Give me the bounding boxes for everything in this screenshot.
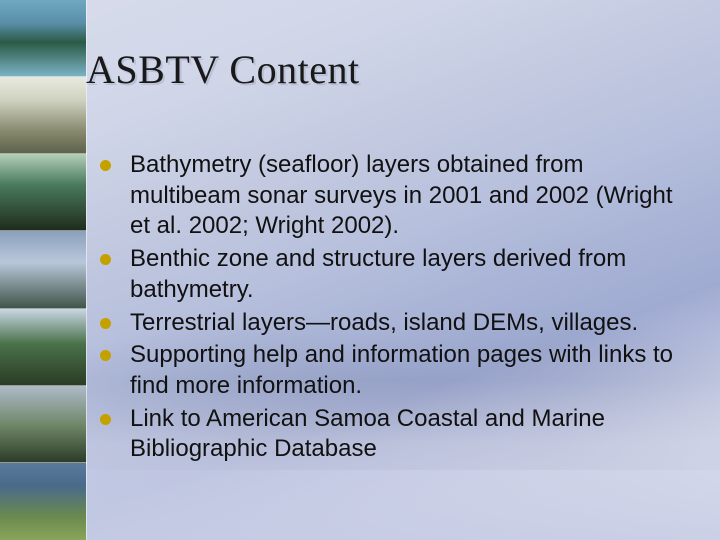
- bullet-item: Benthic zone and structure layers derive…: [96, 244, 698, 305]
- thumb-1: [0, 77, 86, 154]
- thumb-2: [0, 154, 86, 231]
- bullet-item: Supporting help and information pages wi…: [96, 340, 698, 401]
- thumb-4: [0, 309, 86, 386]
- bullet-item: Terrestrial layers—roads, island DEMs, v…: [96, 308, 698, 339]
- slide: ASBTV Content Bathymetry (seafloor) laye…: [0, 0, 720, 540]
- slide-title: ASBTV Content: [86, 46, 360, 93]
- bullet-item: Bathymetry (seafloor) layers obtained fr…: [96, 150, 698, 242]
- thumb-6: [0, 463, 86, 540]
- slide-body: Bathymetry (seafloor) layers obtained fr…: [96, 150, 698, 467]
- thumb-0: [0, 0, 86, 77]
- photo-strip: [0, 0, 86, 540]
- bullet-list: Bathymetry (seafloor) layers obtained fr…: [96, 150, 698, 465]
- thumb-5: [0, 386, 86, 463]
- bullet-item: Link to American Samoa Coastal and Marin…: [96, 404, 698, 465]
- thumb-3: [0, 231, 86, 308]
